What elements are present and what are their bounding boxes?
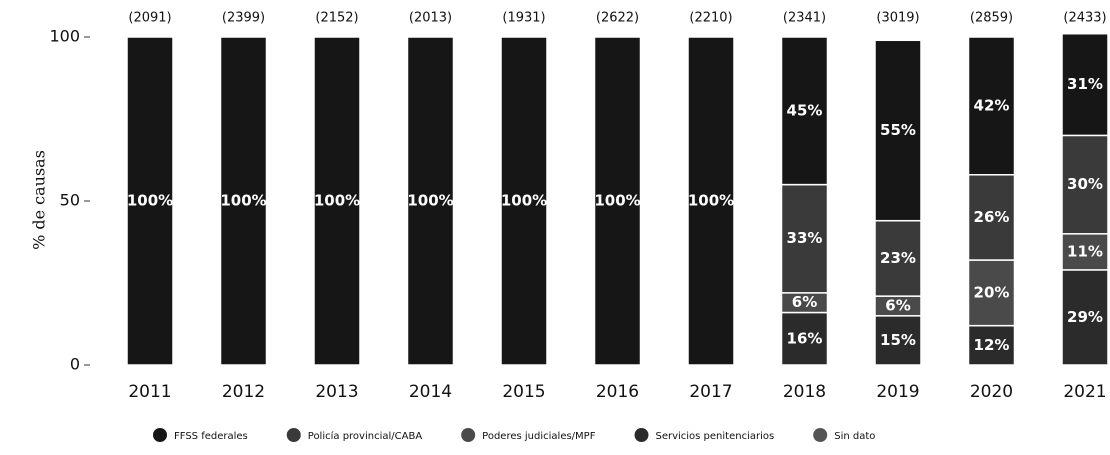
data-label: 31% xyxy=(1067,75,1103,93)
legend-label: Sin dato xyxy=(834,431,875,442)
data-label: 15% xyxy=(880,331,916,349)
bar-segment xyxy=(500,36,548,366)
data-label: 16% xyxy=(787,329,823,347)
legend-swatch xyxy=(634,428,649,442)
data-label: 26% xyxy=(974,208,1010,226)
legend-swatch xyxy=(153,428,167,442)
bar-total: (2399) xyxy=(222,11,265,26)
data-label: 42% xyxy=(974,96,1010,114)
bar-segment xyxy=(780,311,829,366)
bar-total: (2859) xyxy=(970,11,1013,26)
data-label: 100% xyxy=(501,192,547,210)
bar-total: (2341) xyxy=(783,11,826,26)
bar-segment xyxy=(874,315,922,366)
bar-segment xyxy=(1061,269,1109,366)
data-label: 100% xyxy=(314,192,360,210)
legend-label: Policía provincial/CABA xyxy=(308,430,423,442)
data-label: 6% xyxy=(885,296,910,314)
data-label: 33% xyxy=(787,229,823,247)
data-label: 100% xyxy=(220,192,266,210)
y-axis-label: % de causas xyxy=(30,150,49,250)
bar-total: (3019) xyxy=(876,11,919,26)
legend-swatch xyxy=(461,428,476,442)
y-tick-label: 50 xyxy=(60,191,80,210)
data-label: 45% xyxy=(787,101,823,119)
bar-total: (1931) xyxy=(502,11,545,26)
data-label: 20% xyxy=(974,283,1010,301)
x-tick-label: 2016 xyxy=(596,382,639,402)
bar-segment xyxy=(1061,32,1109,137)
bar-total: (2433) xyxy=(1063,11,1106,26)
bar-segment xyxy=(313,36,361,366)
x-tick-label: 2015 xyxy=(502,382,545,402)
legend-label: Poderes judiciales/MPF xyxy=(482,431,596,442)
data-label: 23% xyxy=(880,249,916,267)
data-label: 100% xyxy=(594,192,640,210)
data-label: 55% xyxy=(880,121,916,139)
bar-segment xyxy=(126,36,174,366)
bar-segment xyxy=(593,36,642,366)
x-tick-label: 2013 xyxy=(315,382,358,402)
x-tick-label: 2021 xyxy=(1063,382,1106,402)
legend-label: FFSS federales xyxy=(174,431,248,442)
bar-segment xyxy=(874,219,922,297)
data-label: 100% xyxy=(688,192,734,210)
bar-segment xyxy=(874,39,922,222)
bar-total: (2013) xyxy=(409,11,452,26)
bar-total: (2622) xyxy=(596,11,639,26)
bar-segment xyxy=(967,36,1016,176)
legend-swatch xyxy=(813,428,828,442)
data-label: 11% xyxy=(1067,242,1103,260)
x-tick-label: 2018 xyxy=(783,382,826,402)
data-label: 100% xyxy=(407,192,453,210)
data-label: 6% xyxy=(792,293,817,311)
data-label: 12% xyxy=(974,336,1010,354)
legend-label: Servicios penitenciarios xyxy=(655,431,774,442)
bar-total: (2091) xyxy=(128,11,171,26)
data-label: 30% xyxy=(1067,175,1103,193)
y-tick-label: 0 xyxy=(70,355,80,374)
bar-total: (2210) xyxy=(689,11,732,26)
bar-segment xyxy=(687,36,735,366)
bar-segment xyxy=(967,174,1016,261)
bar-segment xyxy=(967,259,1016,327)
data-label: 29% xyxy=(1067,308,1103,326)
bar-total: (2152) xyxy=(315,11,358,26)
bar-segment xyxy=(1061,233,1109,271)
bar-segment xyxy=(406,36,455,366)
x-tick-label: 2020 xyxy=(970,382,1013,402)
bar-segment xyxy=(219,36,268,366)
x-tick-label: 2014 xyxy=(409,382,452,402)
x-tick-label: 2011 xyxy=(128,382,171,402)
y-tick-label: 100 xyxy=(49,27,80,46)
data-label: 100% xyxy=(127,192,173,210)
x-tick-label: 2012 xyxy=(222,382,265,402)
bar-segment xyxy=(780,36,829,186)
bar-segment xyxy=(1061,134,1109,235)
x-tick-label: 2017 xyxy=(689,382,732,402)
bar-segment xyxy=(967,324,1016,366)
legend-swatch xyxy=(286,428,301,442)
x-tick-label: 2019 xyxy=(876,382,919,402)
